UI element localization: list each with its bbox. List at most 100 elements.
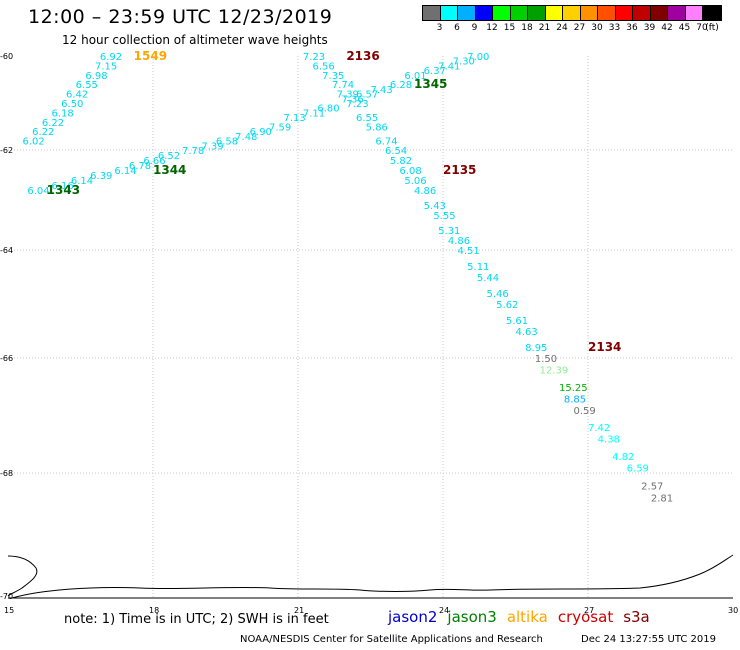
legend-swatch bbox=[633, 6, 651, 20]
swh-value: 8.95 bbox=[525, 343, 547, 354]
lat-tick-label: -60 bbox=[0, 52, 13, 61]
swh-value: 7.74 bbox=[332, 80, 354, 91]
swh-value: 1.50 bbox=[535, 354, 557, 365]
legend-swatch bbox=[440, 6, 458, 20]
axis-ticks: 15 18 21 24 27 30 -60 -62 -64 -66 -68 -70 bbox=[0, 52, 738, 615]
swh-value: 15.25 bbox=[559, 383, 588, 394]
legend-swatch bbox=[563, 6, 581, 20]
swh-value: 6.90 bbox=[250, 127, 272, 138]
color-scale-legend: 3 6 9 12 15 18 21 24 27 30 33 36 39 42 45 70 (ft) bbox=[422, 5, 722, 33]
swh-value: 6.01 bbox=[404, 71, 426, 82]
legend-swatch bbox=[423, 6, 441, 20]
swh-value: 6.59 bbox=[627, 463, 649, 474]
swh-value: 7.23 bbox=[346, 99, 368, 110]
swh-value: 5.31 bbox=[438, 226, 460, 237]
swh-value: 6.58 bbox=[216, 137, 238, 148]
swh-value: 6.02 bbox=[23, 137, 45, 148]
legend-label: 6 bbox=[454, 23, 460, 33]
satellite-legend-cryosat: cryosat bbox=[557, 608, 614, 626]
pass-time-label: 1343 bbox=[47, 183, 80, 197]
swh-value: 4.86 bbox=[448, 236, 470, 247]
swh-value: 6.92 bbox=[100, 52, 122, 63]
swh-value: 7.15 bbox=[95, 61, 117, 72]
swh-value: 4.86 bbox=[414, 186, 436, 197]
legend-swatch bbox=[475, 6, 493, 20]
swh-value: 5.46 bbox=[487, 289, 509, 300]
legend-swatch bbox=[528, 6, 546, 20]
pass-time-label: 2136 bbox=[346, 49, 379, 63]
swh-value: 6.14 bbox=[114, 166, 136, 177]
coastline-path bbox=[7, 554, 734, 599]
lon-tick-label: 30 bbox=[728, 606, 738, 615]
pass-time-label: 1345 bbox=[414, 77, 447, 91]
swh-value: 7.43 bbox=[371, 85, 393, 96]
swh-value: 6.74 bbox=[375, 137, 397, 148]
legend-label: 70 bbox=[696, 23, 708, 33]
pass-time-label: 2135 bbox=[443, 163, 476, 177]
swh-value: 8.85 bbox=[564, 394, 586, 405]
legend-label: 42 bbox=[661, 23, 673, 33]
swh-value: 2.81 bbox=[651, 494, 673, 505]
legend-label: 33 bbox=[608, 23, 621, 33]
lon-tick-label: 15 bbox=[4, 606, 14, 615]
swh-value: 7.48 bbox=[235, 132, 257, 143]
swh-value: 5.82 bbox=[390, 156, 412, 167]
swh-value: 5.55 bbox=[433, 211, 455, 222]
swh-value: 6.98 bbox=[85, 71, 107, 82]
swh-value: 5.62 bbox=[496, 300, 518, 311]
swh-value: 12.39 bbox=[540, 366, 569, 377]
legend-label: 9 bbox=[471, 23, 478, 33]
swh-value: 7.11 bbox=[303, 108, 325, 119]
swh-value: 6.37 bbox=[424, 66, 446, 77]
legend-label: 30 bbox=[591, 23, 603, 33]
lon-tick-label: 27 bbox=[584, 606, 594, 615]
swh-value: 6.66 bbox=[143, 156, 165, 167]
swh-value: 6.18 bbox=[52, 108, 74, 119]
swh-value: 6.42 bbox=[66, 90, 88, 101]
swh-value: 7.42 bbox=[588, 423, 610, 434]
legend-swatch bbox=[510, 6, 528, 20]
satellite-legend-jason3: jason3 bbox=[447, 608, 497, 626]
satellite-legend-jason2: jason2 bbox=[388, 608, 438, 626]
footer-credit: NOAA/NESDIS Center for Satellite Applica… bbox=[240, 634, 543, 645]
legend-label: 36 bbox=[626, 23, 638, 33]
legend-swatch bbox=[493, 6, 511, 20]
lat-tick-label: -70 bbox=[0, 592, 13, 601]
swh-value: 6.50 bbox=[61, 99, 83, 110]
lat-tick-label: -66 bbox=[0, 354, 13, 363]
wave-height-values: 6.927.156.986.556.426.506.186.226.226.02… bbox=[23, 49, 674, 505]
swh-value: 5.43 bbox=[424, 201, 446, 212]
swh-value: 4.82 bbox=[612, 452, 634, 463]
swh-value: 6.56 bbox=[313, 61, 335, 72]
swh-value: 4.51 bbox=[458, 246, 480, 257]
legend-label: 15 bbox=[503, 23, 516, 33]
legend-label: 18 bbox=[521, 23, 533, 33]
swh-value: 6.08 bbox=[400, 166, 422, 177]
swh-value: 6.52 bbox=[158, 151, 180, 162]
lon-tick-label: 21 bbox=[294, 606, 304, 615]
swh-value: 7.13 bbox=[284, 113, 306, 124]
legend-label: 24 bbox=[556, 23, 568, 33]
swh-value: 6.80 bbox=[317, 104, 339, 115]
legend-label: 39 bbox=[643, 23, 656, 33]
swh-value: 5.11 bbox=[467, 262, 489, 273]
legend-label: 27 bbox=[573, 23, 586, 33]
grid-lines bbox=[8, 56, 733, 598]
coastline bbox=[7, 554, 734, 599]
swh-value: 7.41 bbox=[438, 61, 460, 72]
swh-value: 7.00 bbox=[467, 52, 489, 63]
legend-swatch bbox=[668, 6, 686, 20]
swh-value: 6.54 bbox=[385, 146, 407, 157]
page-title: 12:00 – 23:59 UTC 12/23/2019 bbox=[28, 6, 333, 28]
lat-tick-label: -62 bbox=[0, 146, 13, 155]
legend-label: 12 bbox=[486, 23, 498, 33]
legend-swatch bbox=[458, 6, 476, 20]
swh-value: 5.44 bbox=[477, 273, 499, 284]
swh-value: 6.22 bbox=[42, 118, 64, 129]
swh-value: 6.28 bbox=[390, 80, 412, 91]
swh-value: 7.23 bbox=[303, 52, 325, 63]
legend-label: 45 bbox=[678, 23, 691, 33]
swh-value: 6.78 bbox=[129, 161, 151, 172]
legend-swatch bbox=[615, 6, 633, 20]
satellite-legend-s3a: s3a bbox=[623, 608, 650, 626]
